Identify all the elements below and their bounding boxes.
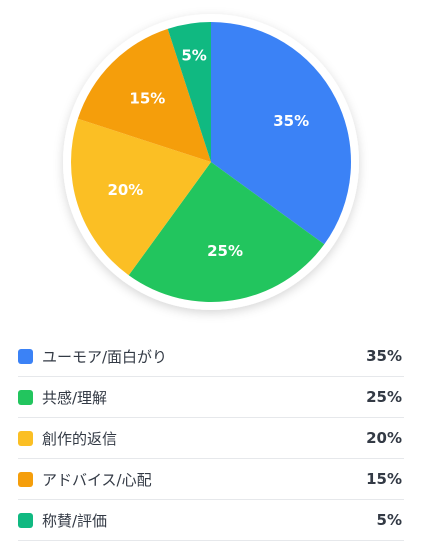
legend-swatch — [18, 389, 33, 405]
legend-label: 共感/理解 — [42, 388, 108, 407]
legend-value: 25% — [366, 388, 402, 406]
legend-label: 称賛/評価 — [42, 511, 108, 530]
legend-swatch — [18, 348, 33, 364]
legend-item: アドバイス/心配 15% — [18, 459, 404, 500]
legend-label: アドバイス/心配 — [42, 470, 152, 489]
legend-item: ユーモア/面白がり 35% — [18, 336, 404, 377]
legend-value: 5% — [376, 511, 402, 529]
pie-slice-labels: 35% 25% 20% 15% 5% — [107, 46, 309, 260]
legend-swatch — [18, 471, 33, 487]
pie-slice-label: 20% — [107, 181, 143, 199]
pie-chart: 35% 25% 20% 15% 5% — [63, 14, 359, 310]
pie-slice-label: 25% — [207, 242, 243, 260]
legend-item: 称賛/評価 5% — [18, 500, 404, 541]
pie-slice — [77, 28, 212, 163]
legend: ユーモア/面白がり 35% 共感/理解 25% 創作的返信 20% アドバイス/… — [18, 336, 404, 541]
pie-slice — [211, 22, 352, 245]
pie-slice — [167, 22, 211, 162]
legend-item: 共感/理解 25% — [18, 377, 404, 418]
pie-slices — [71, 22, 352, 302]
pie-slice — [128, 162, 325, 302]
legend-value: 15% — [366, 470, 402, 488]
legend-label: 創作的返信 — [42, 429, 118, 448]
legend-item: 創作的返信 20% — [18, 418, 404, 459]
legend-label: ユーモア/面白がり — [42, 347, 168, 366]
pie-slice-label: 35% — [273, 112, 309, 130]
legend-value: 20% — [366, 429, 402, 447]
pie-slice-label: 5% — [181, 46, 206, 64]
legend-swatch — [18, 512, 33, 528]
pie-slice-label: 15% — [129, 89, 165, 107]
legend-value: 35% — [366, 347, 402, 365]
legend-swatch — [18, 430, 33, 446]
pie-slice — [71, 118, 211, 276]
pie-chart-svg: 35% 25% 20% 15% 5% — [63, 14, 359, 310]
